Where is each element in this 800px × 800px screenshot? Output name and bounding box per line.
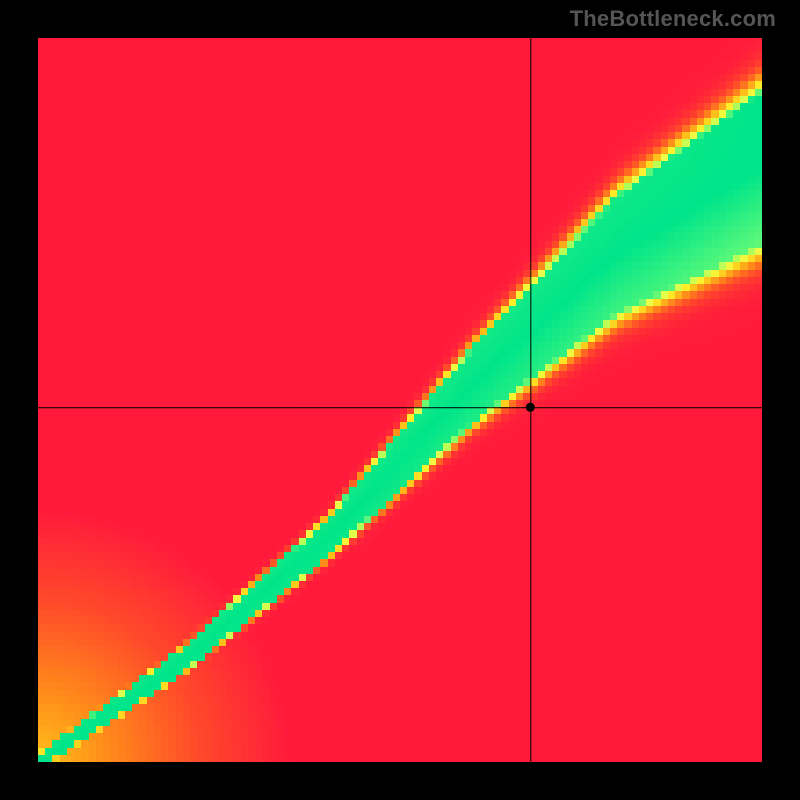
chart-container: TheBottleneck.com — [0, 0, 800, 800]
watermark-text: TheBottleneck.com — [570, 6, 776, 32]
bottleneck-heatmap — [38, 38, 762, 762]
